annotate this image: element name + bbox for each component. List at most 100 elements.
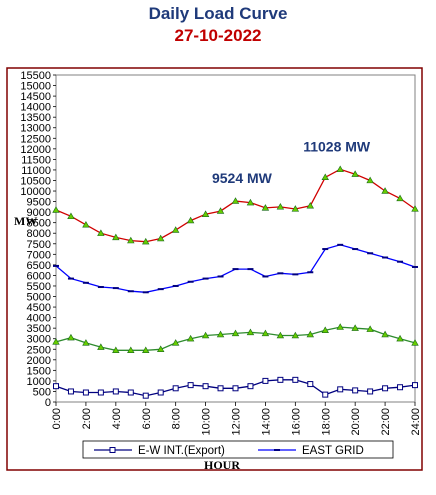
y-tick-label: 7500 (27, 239, 51, 251)
series-point-ew_export (247, 383, 254, 390)
series-point-green (216, 330, 225, 338)
y-tick-label: 9500 (27, 197, 51, 209)
series-point-ew_export (277, 376, 284, 383)
series-point-green (411, 339, 419, 346)
series-point-ew_export (352, 387, 359, 394)
series-point-ew_export (112, 388, 119, 395)
y-tick-label: 12500 (20, 133, 51, 145)
series-point-green (366, 325, 374, 332)
series-point-upper (97, 229, 105, 236)
y-tick-label: 1000 (27, 376, 51, 388)
y-tick-label: 3000 (27, 334, 51, 346)
x-tick-label: 0:00 (51, 408, 63, 429)
legend-east-label: EAST GRID (302, 445, 364, 457)
series-point-upper (52, 206, 60, 213)
series-point-ew_export (97, 389, 104, 396)
x-tick-label: 10:00 (201, 408, 213, 436)
x-tick-label: 2:00 (81, 408, 93, 429)
series-point-upper (306, 201, 315, 209)
series-point-upper (201, 210, 210, 217)
series-point-ew_export (307, 381, 314, 388)
series-point-ew_export (367, 388, 374, 395)
series-point-upper (381, 187, 389, 194)
series-point-ew_export (172, 385, 179, 392)
series-point-ew_export (292, 376, 299, 383)
series-point-ew_export (232, 385, 239, 392)
y-tick-label: 8500 (27, 218, 51, 230)
series-point-green (156, 345, 165, 352)
series-point-ew_export (82, 389, 89, 396)
series-point-upper (82, 220, 90, 228)
series-point-green (52, 338, 60, 345)
y-tick-label: 15000 (20, 81, 51, 93)
series-point-upper (396, 194, 404, 202)
legend-box (82, 440, 394, 459)
series-point-upper (291, 205, 300, 212)
series-point-green (142, 346, 150, 354)
series-point-upper (366, 176, 374, 184)
plot-area (55, 74, 416, 403)
x-tick-label: 6:00 (141, 408, 153, 429)
series-point-upper (186, 216, 195, 224)
series-point-green (112, 346, 120, 354)
series-point-ew_export (337, 386, 344, 393)
series-point-green (82, 339, 90, 346)
y-tick-label: 500 (33, 386, 51, 398)
series-point-green (97, 343, 105, 350)
series-point-upper (261, 204, 270, 211)
series-point-upper (156, 234, 165, 242)
series-point-upper (67, 212, 75, 220)
x-tick-label: 20:00 (350, 408, 362, 436)
series-point-ew_export (53, 383, 59, 390)
series-point-upper (171, 226, 180, 233)
y-axis-label: MW (14, 214, 37, 228)
series-point-upper (411, 205, 419, 212)
series-point-green (231, 329, 240, 337)
series-point-upper (321, 173, 329, 181)
series-point-ew_export (397, 384, 404, 391)
y-tick-label: 12000 (20, 144, 51, 156)
series-point-green (336, 323, 344, 330)
series-point-ew_export (157, 389, 164, 396)
y-tick-label: 13000 (20, 123, 51, 135)
series-point-green (67, 333, 75, 341)
series-point-green (186, 334, 195, 342)
series-point-upper (231, 197, 240, 204)
series-point-ew_export (217, 385, 224, 392)
y-tick-label: 3500 (27, 323, 51, 335)
y-tick-label: 2500 (27, 344, 51, 356)
series-point-upper (142, 237, 150, 245)
series-point-ew_export (262, 377, 269, 384)
y-tick-label: 5000 (27, 292, 51, 304)
y-tick-label: 9000 (27, 207, 51, 219)
series-point-ew_export (202, 383, 209, 390)
y-tick-label: 11000 (21, 165, 51, 177)
y-tick-label: 14000 (20, 102, 51, 114)
x-tick-label: 12:00 (231, 408, 243, 436)
y-tick-label: 4500 (27, 302, 51, 314)
series-point-upper (336, 165, 344, 173)
series-point-green (351, 324, 359, 331)
y-tick-label: 15500 (20, 70, 51, 82)
series-point-green (127, 346, 135, 354)
x-axis-label: HOUR (204, 458, 240, 472)
x-tick-label: 4:00 (111, 408, 123, 429)
series-point-upper (276, 203, 285, 210)
x-tick-label: 8:00 (171, 408, 183, 429)
y-tick-label: 11500 (21, 154, 51, 166)
y-tick-label: 4000 (27, 313, 51, 325)
series-point-green (261, 329, 270, 337)
y-tick-label: 5500 (27, 281, 51, 293)
series-point-green (276, 331, 285, 339)
x-tick-label: 24:00 (410, 408, 422, 436)
x-tick-label: 18:00 (320, 408, 332, 436)
series-point-upper (112, 233, 120, 241)
series-point-upper (216, 207, 225, 214)
chart-subtitle-date: 27-10-2022 (174, 26, 262, 45)
series-point-upper (351, 170, 359, 177)
series-point-ew_export (412, 382, 418, 389)
y-tick-label: 10000 (20, 186, 51, 198)
series-point-green (291, 331, 300, 339)
series-point-ew_export (142, 392, 149, 399)
